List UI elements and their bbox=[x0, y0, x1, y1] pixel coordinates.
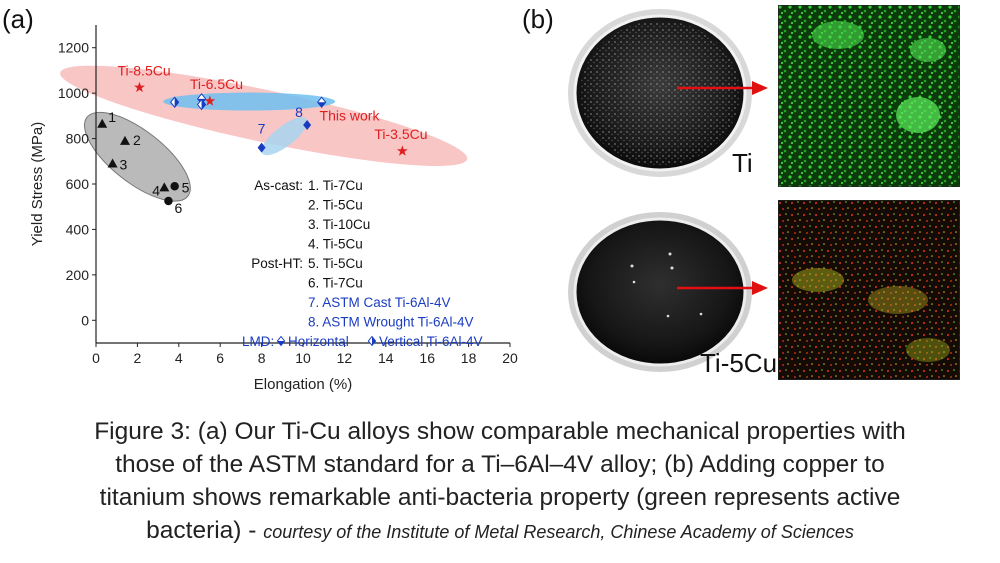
x-tick-label: 4 bbox=[175, 350, 183, 366]
y-tick-label: 400 bbox=[66, 221, 90, 237]
legend-entry: 8. ASTM Wrought Ti-6Al-4V bbox=[308, 315, 474, 330]
x-axis-title: Elongation (%) bbox=[254, 376, 352, 393]
legend-lmd-prefix: LMD: bbox=[242, 334, 274, 349]
data-point bbox=[134, 81, 145, 93]
arrow-ti5cu bbox=[677, 281, 768, 295]
data-point bbox=[204, 95, 216, 106]
legend-entry: 1. Ti-7Cu bbox=[308, 178, 363, 193]
data-point bbox=[201, 99, 206, 110]
data-point bbox=[97, 118, 108, 128]
y-tick-label: 200 bbox=[66, 267, 90, 283]
data-point bbox=[257, 142, 266, 153]
label-ti5cu: Ti-5Cu bbox=[700, 348, 778, 378]
data-label: 6 bbox=[174, 200, 182, 216]
data-label: 8 bbox=[295, 104, 303, 120]
data-label: Ti-6.5Cu bbox=[190, 76, 243, 92]
data-label: 5 bbox=[182, 179, 190, 195]
data-label: 7 bbox=[258, 121, 266, 137]
data-label: 4 bbox=[152, 182, 160, 198]
data-point bbox=[170, 182, 179, 191]
data-point bbox=[372, 336, 376, 346]
legend-entry: 6. Ti-7Cu bbox=[308, 276, 363, 291]
legend-entry: 4. Ti-5Cu bbox=[308, 237, 363, 252]
caption-line-4: bacteria) - courtesy of the Institute of… bbox=[0, 514, 1000, 549]
figure-caption: Figure 3: (a) Our Ti-Cu alloys show comp… bbox=[0, 415, 1000, 549]
microscopy-ti5cu bbox=[778, 200, 960, 380]
y-tick-label: 1000 bbox=[58, 85, 89, 101]
legend-prefix: As-cast: bbox=[254, 178, 303, 193]
data-label: 2 bbox=[133, 132, 141, 148]
data-label: Ti-3.5Cu bbox=[374, 126, 427, 142]
cluster-as-cast bbox=[83, 111, 191, 202]
x-tick-label: 20 bbox=[502, 350, 518, 366]
cluster-astm bbox=[261, 117, 308, 156]
legend-prefix: Post-HT: bbox=[251, 256, 303, 271]
legend-entry: 5. Ti-5Cu bbox=[308, 256, 363, 271]
data-label: Ti-8.5Cu bbox=[117, 62, 170, 78]
label-ti: Ti bbox=[732, 148, 753, 178]
caption-line-2: those of the ASTM standard for a Ti–6Al–… bbox=[115, 451, 885, 478]
data-point bbox=[164, 196, 173, 206]
x-tick-label: 6 bbox=[216, 350, 224, 366]
caption-credit: courtesy of the Institute of Metal Resea… bbox=[263, 522, 854, 542]
x-tick-label: 10 bbox=[295, 350, 311, 366]
x-tick-label: 16 bbox=[419, 350, 435, 366]
microscopy-ti bbox=[778, 5, 960, 187]
x-tick-label: 8 bbox=[258, 350, 266, 366]
data-point bbox=[317, 102, 326, 108]
annotation-this-work: This work bbox=[320, 107, 381, 123]
cluster-this-work bbox=[60, 65, 468, 167]
x-tick-label: 18 bbox=[461, 350, 477, 366]
x-tick-label: 12 bbox=[337, 350, 353, 366]
y-tick-label: 600 bbox=[66, 176, 90, 192]
petri-dish-ti bbox=[560, 5, 760, 185]
data-point bbox=[119, 135, 130, 145]
x-tick-label: 14 bbox=[378, 350, 394, 366]
legend-entry: 7. ASTM Cast Ti-6Al-4V bbox=[308, 295, 451, 310]
yield-elongation-chart: 0 200 400 600 800 1000 1200 0 2 4 6 8 10 12 14 16 18 20 El… bbox=[20, 10, 540, 405]
legend-lmd-horizontal: Horizontal bbox=[288, 334, 349, 349]
y-axis-title: Yield Stress (MPa) bbox=[29, 122, 46, 246]
data-point bbox=[107, 158, 118, 168]
y-tick-label: 800 bbox=[66, 131, 90, 147]
data-label: 3 bbox=[120, 157, 128, 173]
x-tick-label: 2 bbox=[134, 350, 142, 366]
arrow-ti bbox=[677, 81, 768, 95]
data-point bbox=[277, 341, 285, 346]
x-tick-label: 0 bbox=[92, 350, 100, 366]
cluster-lmd bbox=[163, 92, 336, 111]
legend-entry: 3. Ti-10Cu bbox=[308, 217, 370, 232]
panel-a-label: (a) bbox=[2, 4, 34, 34]
y-tick-label: 0 bbox=[81, 312, 89, 328]
data-label: 1 bbox=[108, 109, 116, 125]
caption-line-1: Figure 3: (a) Our Ti-Cu alloys show comp… bbox=[94, 418, 906, 445]
data-point bbox=[159, 182, 170, 192]
y-tick-label: 1200 bbox=[58, 40, 89, 56]
data-point bbox=[396, 145, 408, 156]
petri-dish-ti5cu bbox=[560, 208, 760, 378]
caption-line-4-text: bacteria) - bbox=[146, 517, 264, 544]
caption-line-3: titanium shows remarkable anti-bacteria … bbox=[99, 484, 901, 511]
data-point bbox=[174, 97, 179, 108]
legend-entry: 2. Ti-5Cu bbox=[308, 198, 363, 213]
legend-lmd-vertical: Vertical Ti-6Al-4V bbox=[379, 334, 483, 349]
data-point bbox=[303, 119, 312, 130]
panel-b-label: (b) bbox=[522, 4, 554, 34]
